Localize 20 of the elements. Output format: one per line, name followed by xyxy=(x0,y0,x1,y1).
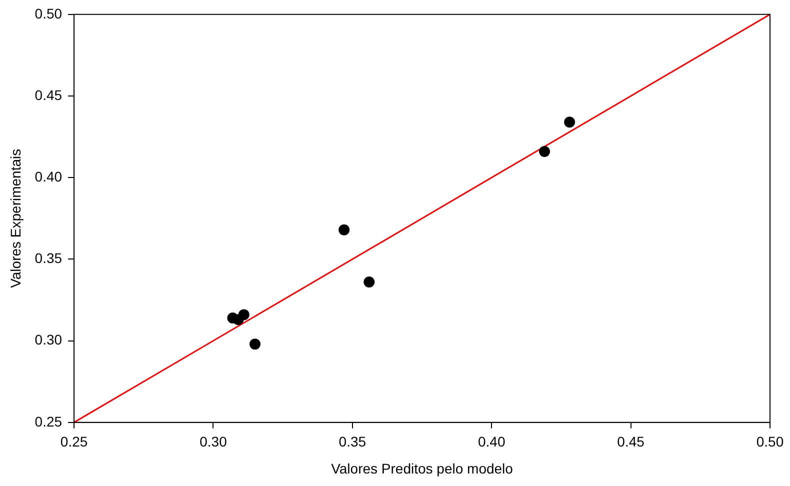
point xyxy=(338,224,350,236)
point xyxy=(564,116,576,128)
point xyxy=(238,309,250,320)
x-tick-label: 0.50 xyxy=(756,434,784,450)
y-tick-label: 0.50 xyxy=(34,5,62,22)
y-tick-label: 0.40 xyxy=(34,168,62,184)
x-tick-label: 0.45 xyxy=(617,434,645,450)
y-tick-label: 0.45 xyxy=(34,86,62,103)
y-axis-title: Valores Experimentais xyxy=(7,148,24,288)
y-tick-label: 0.25 xyxy=(34,413,62,430)
point xyxy=(539,146,550,157)
x-tick-label: 0.40 xyxy=(478,434,506,450)
x-tick-label: 0.25 xyxy=(60,434,88,450)
y-tick-label: 0.30 xyxy=(34,332,62,348)
point xyxy=(364,276,375,288)
x-tick-label: 0.30 xyxy=(200,434,228,450)
point xyxy=(249,338,260,350)
x-tick-label: 0.35 xyxy=(338,434,366,450)
y-tick-label: 0.35 xyxy=(34,250,62,266)
x-axis-title: Valores Preditos pelo modelo xyxy=(331,460,514,476)
